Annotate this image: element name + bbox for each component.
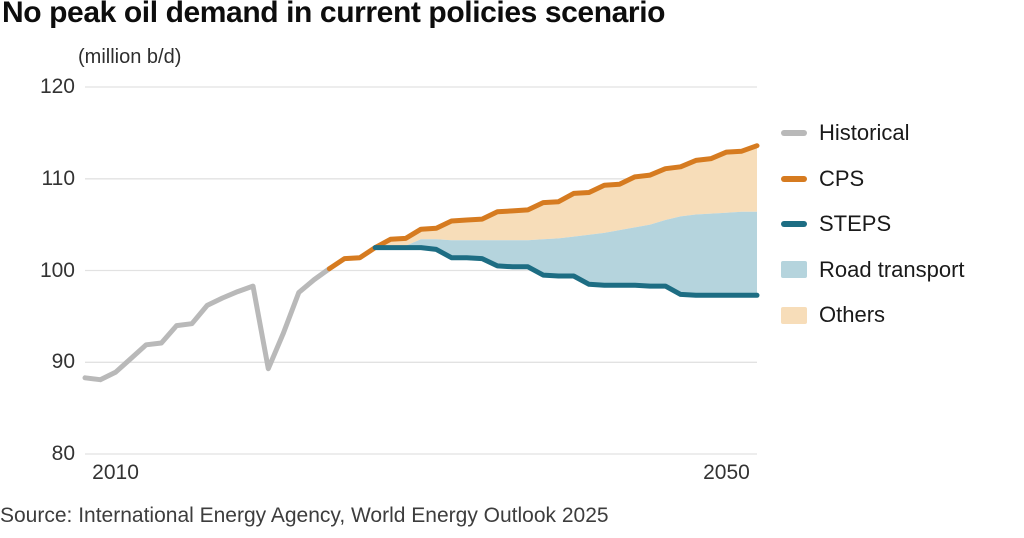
legend-item-historical: Historical: [781, 119, 965, 147]
legend: Historical CPS STEPS Road transport Othe…: [781, 119, 965, 347]
road-transport-area-swatch-icon: [781, 261, 807, 278]
legend-label-others: Others: [819, 302, 886, 327]
legend-label-cps: CPS: [819, 165, 865, 191]
y-tick-110: 110: [41, 166, 75, 190]
y-tick-120: 120: [39, 75, 75, 98]
legend-item-steps: STEPS: [781, 210, 965, 238]
x-tick-2010: 2010: [92, 461, 139, 484]
steps-line-swatch-icon: [781, 221, 807, 227]
legend-item-others: Others: [781, 301, 965, 329]
legend-label-steps: STEPS: [819, 211, 892, 236]
y-tick-80: 80: [51, 442, 75, 465]
cps-line-swatch-icon: [781, 175, 807, 182]
chart-title: No peak oil demand in current policies s…: [2, 0, 666, 29]
legend-item-cps: CPS: [781, 165, 965, 193]
historical-line-swatch-icon: [781, 130, 807, 136]
x-tick-2050: 2050: [703, 461, 750, 484]
legend-item-road-transport: Road transport: [781, 256, 965, 284]
y-axis-unit-label: (million b/d): [78, 46, 182, 68]
others-area-swatch-icon: [781, 306, 807, 324]
source-note: Source: International Energy Agency, Wor…: [0, 504, 609, 527]
y-tick-100: 100: [39, 258, 75, 282]
legend-label-road-transport: Road transport: [819, 256, 965, 282]
legend-label-historical: Historical: [819, 120, 910, 145]
y-tick-90: 90: [51, 350, 75, 374]
